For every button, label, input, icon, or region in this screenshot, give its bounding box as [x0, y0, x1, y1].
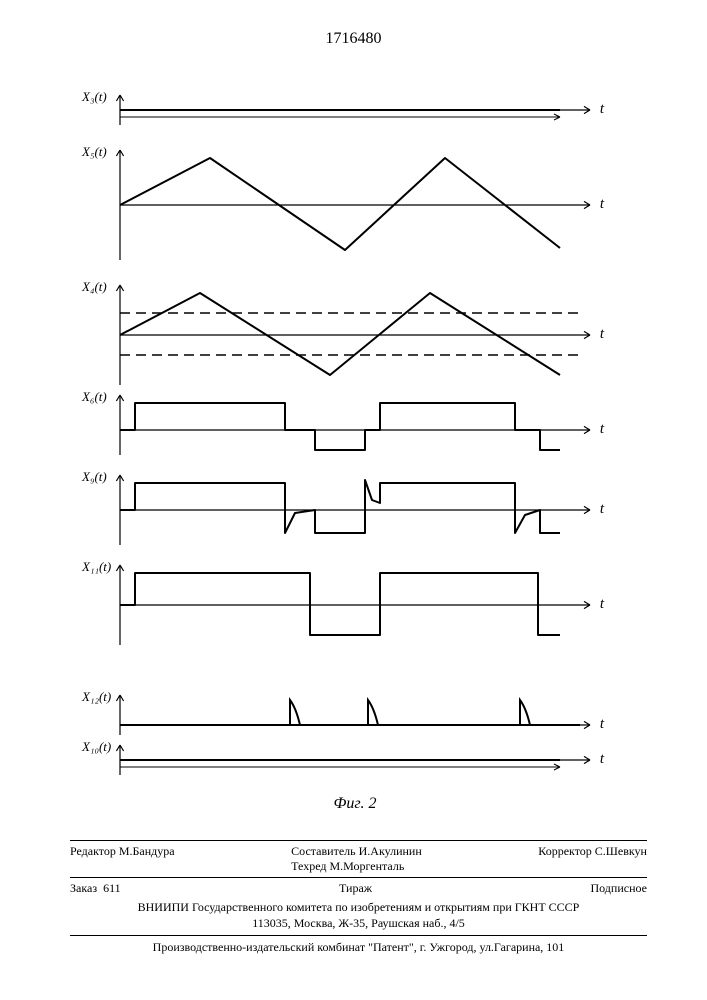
footer: Редактор М.Бандура Составитель И.Акулини…	[70, 837, 647, 960]
plot-x12: X₁₂(t)t	[120, 695, 590, 735]
t-label-x11: t	[600, 596, 604, 613]
corrector-credit: Корректор С.Шевкун	[538, 844, 647, 874]
printer-line: Производственно-издательский комбинат "П…	[70, 940, 647, 956]
t-label-x12: t	[600, 716, 604, 733]
y-label-x4: X₄(t)	[82, 279, 107, 295]
plot-svg-x10	[120, 745, 590, 775]
y-label-x3: X₃(t)	[82, 89, 107, 105]
footer-credits-row: Редактор М.Бандура Составитель И.Акулини…	[70, 844, 647, 874]
y-label-x11: X₁₁(t)	[82, 559, 111, 575]
figure-caption: Фиг. 2	[120, 795, 590, 813]
page-number: 1716480	[0, 30, 707, 48]
y-label-x10: X₁₀(t)	[82, 739, 111, 755]
divider	[70, 877, 647, 878]
plot-x10: X₁₀(t)t	[120, 745, 590, 775]
y-label-x9: X₉(t)	[82, 469, 107, 485]
center-credits: Составитель И.Акулинин Техред М.Моргента…	[291, 844, 422, 874]
plot-svg-x11	[120, 565, 590, 645]
editor-credit: Редактор М.Бандура	[70, 844, 175, 874]
t-label-x3: t	[600, 101, 604, 118]
t-label-x4: t	[600, 326, 604, 343]
plot-x6: X₆(t)t	[120, 395, 590, 455]
plot-svg-x6	[120, 395, 590, 455]
plot-svg-x9	[120, 475, 590, 545]
t-label-x10: t	[600, 751, 604, 768]
t-label-x9: t	[600, 501, 604, 518]
timing-diagram: X₃(t)t X₅(t)t X₄(t)t X₆(t)t X₉(t)t X₁₁(t)t X₁₂…	[120, 95, 590, 815]
plot-svg-x4	[120, 285, 590, 385]
page: 1716480 X₃(t)tX₅(t)tX₄(t)tX₆(t)tX₉(t)tX₁…	[0, 0, 707, 1000]
plot-svg-x5	[120, 150, 590, 260]
plot-svg-x12	[120, 695, 590, 735]
plot-x5: X₅(t)t	[120, 150, 590, 260]
plot-svg-x3	[120, 95, 590, 125]
divider	[70, 840, 647, 841]
footer-order-row: Заказ 611 Тираж Подписное	[70, 881, 647, 896]
plot-x9: X₉(t)t	[120, 475, 590, 545]
y-label-x5: X₅(t)	[82, 144, 107, 160]
plot-x11: X₁₁(t)t	[120, 565, 590, 645]
plot-x4: X₄(t)t	[120, 285, 590, 385]
divider	[70, 935, 647, 936]
y-label-x6: X₆(t)	[82, 389, 107, 405]
org-block: ВНИИПИ Государственного комитета по изоб…	[70, 900, 647, 931]
y-label-x12: X₁₂(t)	[82, 689, 111, 705]
t-label-x5: t	[600, 196, 604, 213]
t-label-x6: t	[600, 421, 604, 438]
plot-x3: X₃(t)t	[120, 95, 590, 125]
